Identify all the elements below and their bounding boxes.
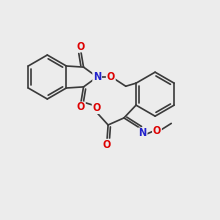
Text: N: N — [93, 72, 101, 82]
Text: O: O — [77, 102, 85, 112]
Text: O: O — [93, 103, 101, 113]
Text: O: O — [153, 126, 161, 136]
Text: O: O — [77, 42, 85, 52]
Text: O: O — [103, 139, 111, 150]
Text: N: N — [139, 128, 147, 138]
Text: O: O — [107, 72, 115, 82]
